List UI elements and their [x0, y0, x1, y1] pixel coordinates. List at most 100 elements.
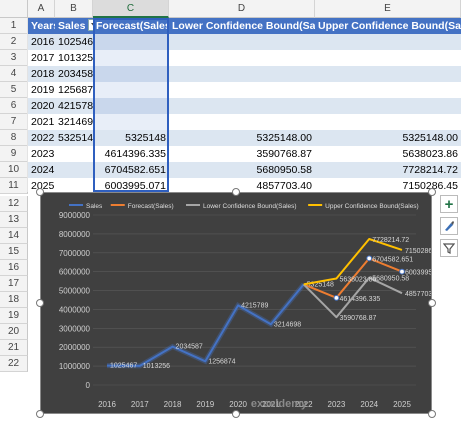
table-cell[interactable]: 2018: [28, 66, 55, 82]
chart-resize-handle[interactable]: [428, 188, 436, 196]
chart-resize-handle[interactable]: [232, 410, 240, 418]
chart-resize-handle[interactable]: [36, 410, 44, 418]
filter-dropdown-icon[interactable]: [88, 19, 93, 32]
table-cell[interactable]: 1025467: [55, 34, 93, 50]
table-cell[interactable]: [315, 34, 461, 50]
row-header[interactable]: 5: [0, 82, 28, 98]
table-cell[interactable]: [93, 50, 169, 66]
table-cell[interactable]: 2023: [28, 146, 55, 162]
table-cell[interactable]: 3590768.87: [169, 146, 315, 162]
table-cell[interactable]: [55, 162, 93, 178]
table-cell[interactable]: [315, 82, 461, 98]
row-header[interactable]: 1: [0, 18, 28, 34]
table-cell[interactable]: [169, 114, 315, 130]
table-cell[interactable]: 2020: [28, 98, 55, 114]
table-cell[interactable]: 3214698: [55, 114, 93, 130]
y-tick-label: 0: [86, 381, 91, 390]
row-header[interactable]: 2: [0, 34, 28, 50]
row-header[interactable]: 13: [0, 212, 28, 228]
row-header[interactable]: 15: [0, 244, 28, 260]
chart-elements-button[interactable]: +: [440, 195, 458, 213]
row-header[interactable]: 21: [0, 340, 28, 356]
table-cell[interactable]: 2016: [28, 34, 55, 50]
table-cell[interactable]: [315, 50, 461, 66]
table-cell[interactable]: 4215789: [55, 98, 93, 114]
table-cell[interactable]: 2034587: [55, 66, 93, 82]
table-cell[interactable]: 2017: [28, 50, 55, 66]
data-label: 6003995.071: [405, 270, 431, 277]
table-cell[interactable]: 5638023.86: [315, 146, 461, 162]
chart-resize-handle[interactable]: [36, 299, 44, 307]
column-header-c[interactable]: C: [93, 0, 169, 18]
column-header-b[interactable]: B: [55, 0, 93, 18]
row-header[interactable]: 18: [0, 292, 28, 308]
column-header-a[interactable]: A: [28, 0, 55, 18]
select-all-corner[interactable]: [0, 0, 28, 18]
y-tick-label: 8000000: [59, 230, 91, 239]
table-cell[interactable]: [169, 50, 315, 66]
table-cell[interactable]: [93, 34, 169, 50]
row-header[interactable]: 9: [0, 146, 28, 162]
table-cell[interactable]: [315, 66, 461, 82]
row-header[interactable]: 11: [0, 178, 28, 194]
table-cell[interactable]: 5325148.00: [169, 130, 315, 146]
row-header[interactable]: 10: [0, 162, 28, 178]
chart-filters-button[interactable]: [440, 239, 458, 257]
row-header[interactable]: 6: [0, 98, 28, 114]
table-header-cell[interactable]: Years: [28, 18, 55, 34]
row-header[interactable]: 12: [0, 196, 28, 212]
table-cell[interactable]: [55, 146, 93, 162]
table-cell[interactable]: [169, 34, 315, 50]
table-cell[interactable]: 2019: [28, 82, 55, 98]
table-cell[interactable]: [93, 98, 169, 114]
row-header[interactable]: 4: [0, 66, 28, 82]
table-cell[interactable]: 2021: [28, 114, 55, 130]
table-cell[interactable]: 2022: [28, 130, 55, 146]
row-header[interactable]: 16: [0, 260, 28, 276]
table-cell[interactable]: [93, 82, 169, 98]
table-cell[interactable]: 4614396.335: [93, 146, 169, 162]
row-header[interactable]: 19: [0, 308, 28, 324]
table-header-cell[interactable]: Lower Confidence Bound(Sales): [169, 18, 315, 34]
chart-resize-handle[interactable]: [428, 299, 436, 307]
row-header[interactable]: 14: [0, 228, 28, 244]
table-cell[interactable]: 1256874: [55, 82, 93, 98]
line-chart[interactable]: 0 1000000 2000000 3000000 4000000 5000000 6000…: [41, 193, 446, 413]
table-cell[interactable]: 4857703.40: [169, 178, 315, 194]
table-cell[interactable]: [55, 178, 93, 194]
chart-resize-handle[interactable]: [428, 410, 436, 418]
x-tick-label: 2019: [196, 400, 214, 409]
row-header[interactable]: 8: [0, 130, 28, 146]
table-cell[interactable]: [315, 114, 461, 130]
row-header[interactable]: 22: [0, 356, 28, 372]
table-cell[interactable]: 2024: [28, 162, 55, 178]
table-cell[interactable]: 5680950.58: [169, 162, 315, 178]
table-cell[interactable]: [315, 98, 461, 114]
table-cell[interactable]: 5325148: [55, 130, 93, 146]
row-header[interactable]: 20: [0, 324, 28, 340]
table-header-cell[interactable]: Upper Confidence Bound(Sales): [315, 18, 461, 34]
row-header[interactable]: 3: [0, 50, 28, 66]
table-cell[interactable]: 5325148.00: [315, 130, 461, 146]
row-header[interactable]: 7: [0, 114, 28, 130]
table-cell[interactable]: [93, 114, 169, 130]
table-cell[interactable]: 6704582.651: [93, 162, 169, 178]
chart-area[interactable]: 0 1000000 2000000 3000000 4000000 5000000 6000…: [40, 192, 446, 414]
table-cell[interactable]: [169, 66, 315, 82]
table-cell[interactable]: 7150286.45: [315, 178, 461, 194]
column-header-e[interactable]: E: [315, 0, 461, 18]
table-cell[interactable]: 1013256: [55, 50, 93, 66]
table-cell[interactable]: 5325148: [93, 130, 169, 146]
chart-resize-handle[interactable]: [36, 188, 44, 196]
table-header-cell[interactable]: Forecast(Sales): [93, 18, 169, 34]
chart-styles-button[interactable]: [440, 217, 458, 235]
table-cell[interactable]: [169, 98, 315, 114]
legend-entry: Lower Confidence Bound(Sales): [203, 203, 297, 210]
table-cell[interactable]: [169, 82, 315, 98]
table-cell[interactable]: [93, 66, 169, 82]
column-header-d[interactable]: D: [169, 0, 315, 18]
table-header-cell[interactable]: Sales: [55, 18, 93, 34]
row-header[interactable]: 17: [0, 276, 28, 292]
table-cell[interactable]: 7728214.72: [315, 162, 461, 178]
chart-resize-handle[interactable]: [232, 188, 240, 196]
